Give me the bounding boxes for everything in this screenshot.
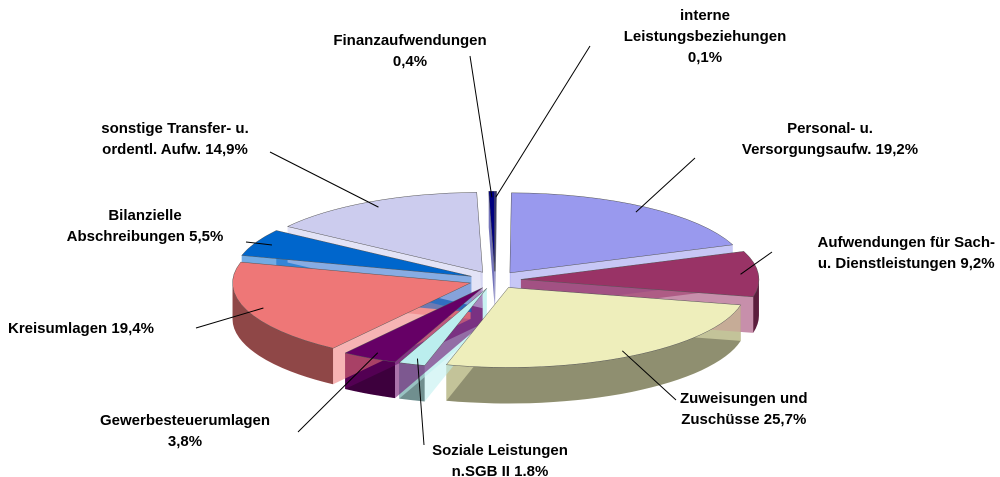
category-name: sonstige Transfer- u. ordentl. Aufw. bbox=[101, 120, 249, 158]
leader-line bbox=[495, 45, 591, 198]
category-name: Kreisumlagen bbox=[8, 320, 108, 337]
slice-label: Personal- u. Versorgungsaufw. 19,2% bbox=[742, 118, 918, 160]
leader-line bbox=[740, 251, 773, 275]
slice bbox=[494, 191, 497, 272]
slice bbox=[509, 192, 734, 274]
slice-side-shade bbox=[753, 279, 759, 333]
slice-label: Zuweisungen und Zuschüsse 25,7% bbox=[680, 388, 808, 430]
leader-line bbox=[269, 151, 379, 208]
slice bbox=[232, 261, 472, 349]
category-name: Finanzaufwendungen bbox=[333, 32, 487, 49]
slice bbox=[520, 251, 760, 298]
leader-line bbox=[245, 241, 273, 246]
leader-line bbox=[469, 55, 493, 198]
value-label: 0,4% bbox=[392, 53, 428, 70]
slice bbox=[488, 191, 495, 272]
slice-side bbox=[446, 304, 741, 404]
category-name: Aufwendungen für Sach- u. Dienstleistung… bbox=[817, 234, 996, 272]
slice-cut bbox=[488, 191, 495, 308]
value-label: 19,4% bbox=[111, 320, 154, 337]
slice-side bbox=[753, 279, 759, 333]
slice bbox=[344, 287, 483, 363]
value-label: 19,2% bbox=[875, 141, 919, 158]
category-name: interne Leistungsbeziehungen bbox=[623, 7, 787, 45]
category-name: Gewerbesteuerumlagen bbox=[99, 412, 271, 429]
value-label: 14,9% bbox=[205, 141, 248, 158]
slice-label: sonstige Transfer- u. ordentl. Aufw. 14,9… bbox=[101, 118, 249, 160]
value-label: 9,2% bbox=[960, 255, 995, 272]
value-label: 0,1% bbox=[687, 49, 723, 66]
leader-line bbox=[297, 352, 379, 433]
slice-label: interne Leistungsbeziehungen 0,1% bbox=[624, 5, 787, 68]
value-label: 1.8% bbox=[514, 463, 549, 477]
slice-label: Aufwendungen für Sach- u. Dienstleistung… bbox=[818, 232, 996, 274]
slice-side bbox=[232, 282, 334, 385]
category-name: Personal- u. Versorgungsaufw. bbox=[741, 120, 873, 158]
slice-label: Bilanzielle Abschreibungen 5,5% bbox=[67, 205, 224, 247]
value-label: 25,7% bbox=[763, 411, 807, 428]
slice-side-shade bbox=[232, 282, 334, 385]
value-label: 5,5% bbox=[189, 228, 224, 245]
category-name: Bilanzielle Abschreibungen bbox=[66, 207, 185, 245]
leader-line bbox=[635, 157, 696, 213]
leader-line bbox=[621, 350, 677, 401]
slice bbox=[286, 192, 483, 273]
leader-line bbox=[416, 358, 425, 446]
slice bbox=[445, 287, 742, 368]
slice-label: Soziale Leistungen n.SGB II 1.8% bbox=[432, 440, 568, 477]
value-label: 3,8% bbox=[167, 433, 203, 450]
category-name: Soziale Leistungen n.SGB II bbox=[432, 442, 568, 477]
slice bbox=[398, 288, 488, 366]
slice-label: Gewerbesteuerumlagen 3,8% bbox=[100, 410, 270, 452]
leader-line bbox=[195, 307, 264, 329]
slice-label: Kreisumlagen 19,4% bbox=[8, 318, 154, 339]
slice-label: Finanzaufwendungen 0,4% bbox=[333, 30, 486, 72]
slice bbox=[241, 230, 472, 277]
slice-side-shade bbox=[446, 304, 741, 404]
category-name: Zuweisungen und Zuschüsse bbox=[680, 390, 808, 428]
